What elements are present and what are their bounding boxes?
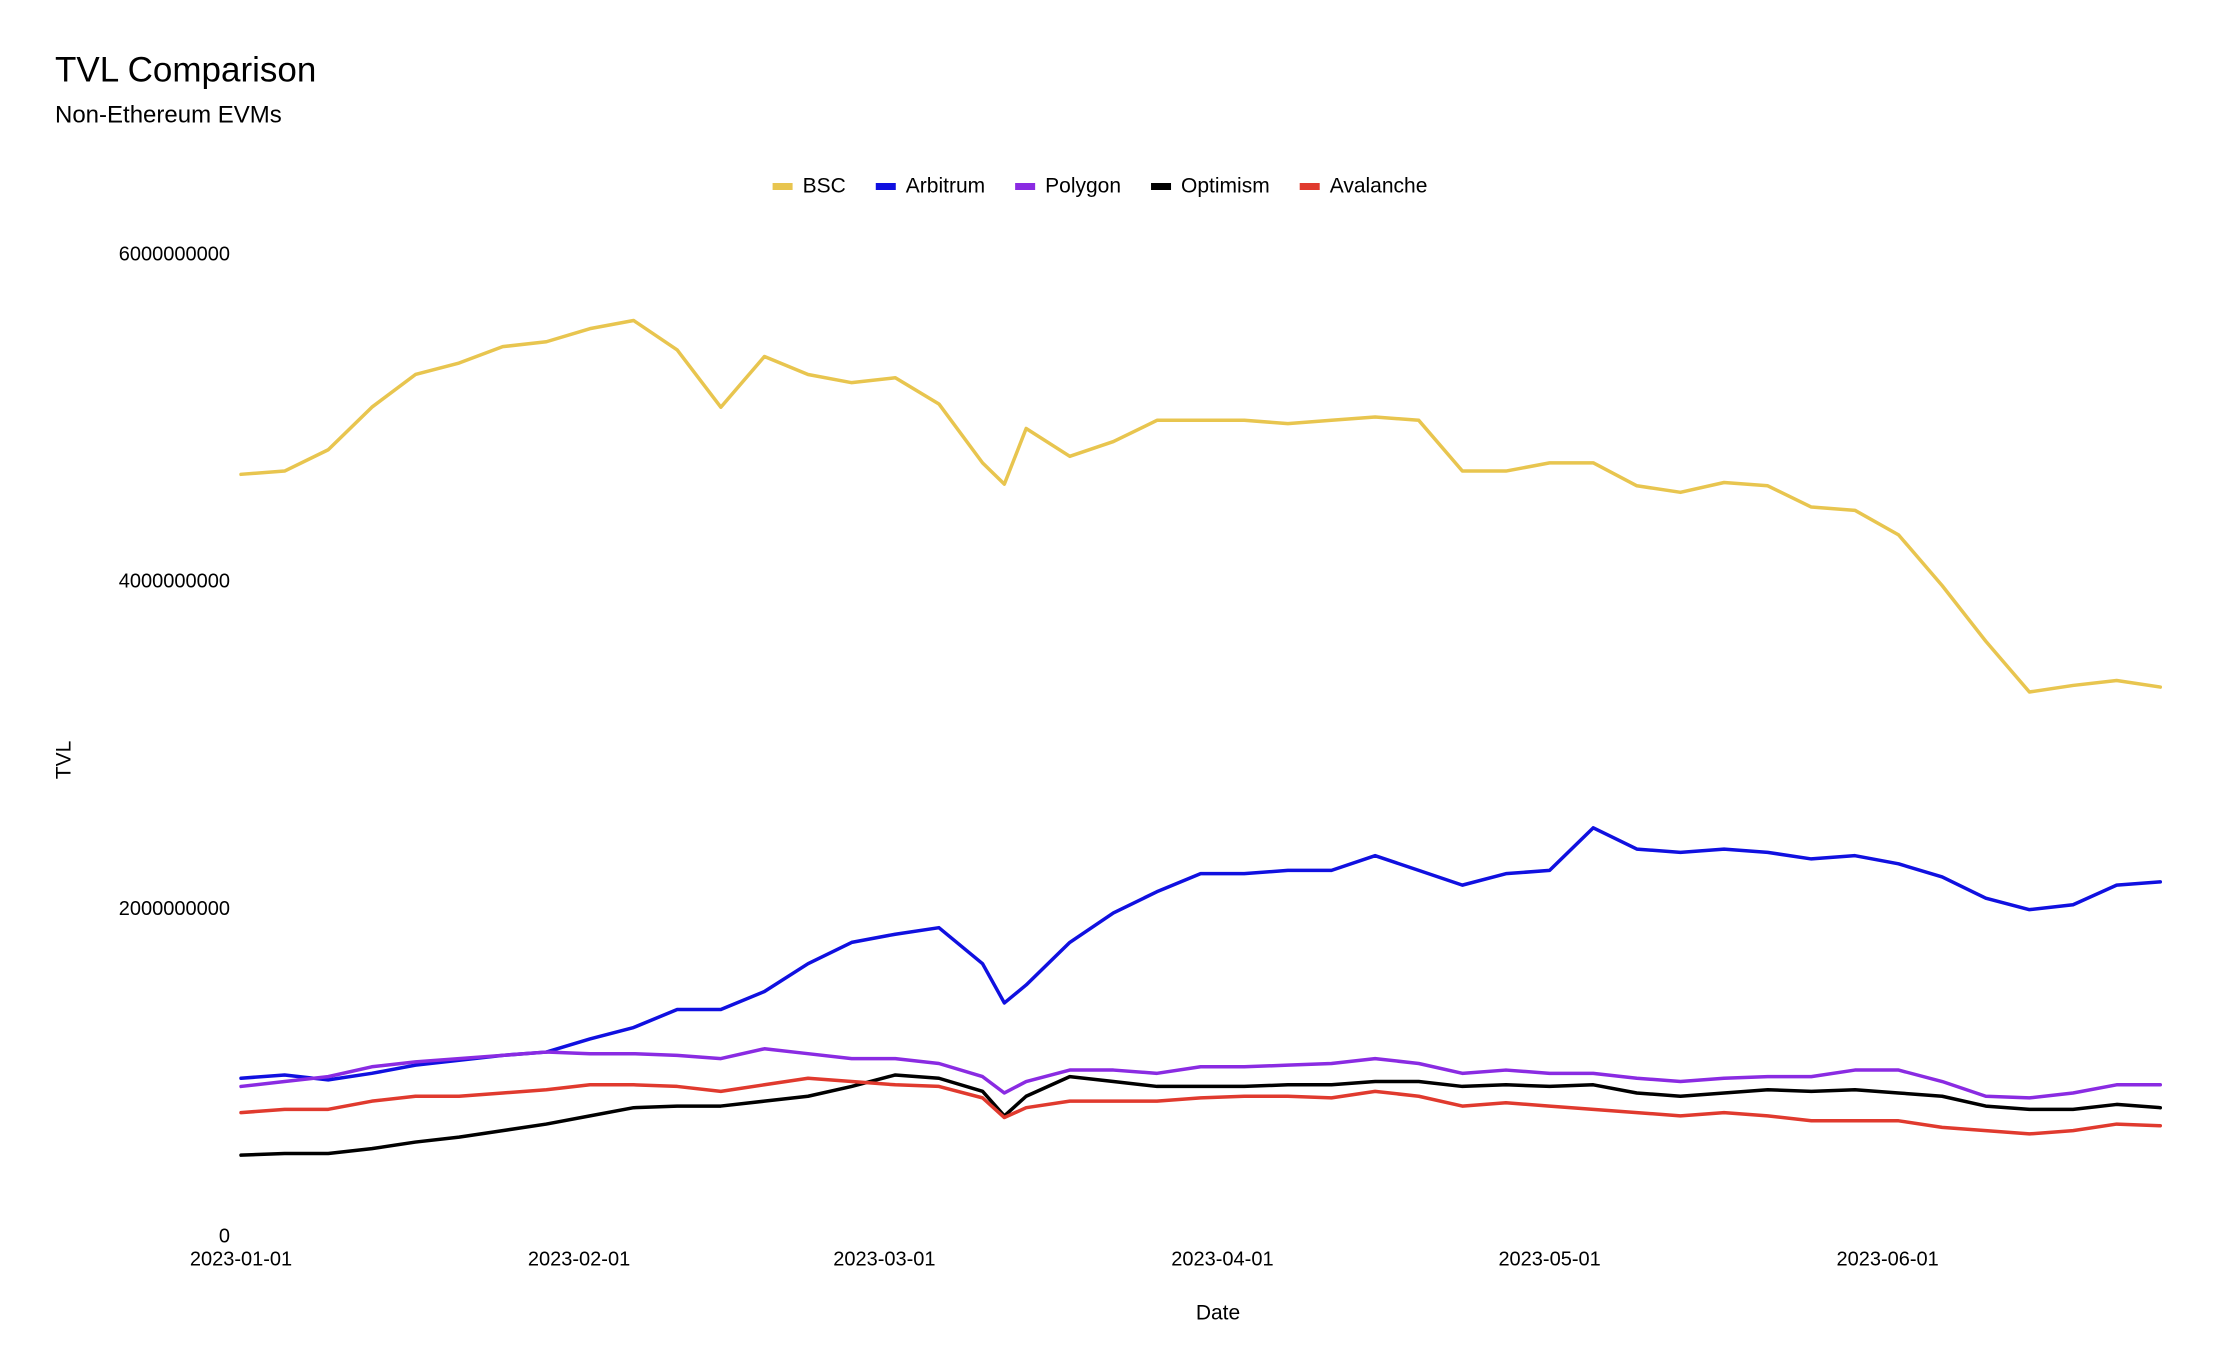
x-tick-label: 2023-06-01 (1837, 1248, 1939, 1270)
x-tick-label: 2023-03-01 (833, 1248, 935, 1270)
series-line (239, 1047, 2163, 1100)
series-line (239, 826, 2163, 1082)
chart-title: TVL Comparison (55, 50, 316, 89)
legend-label: Avalanche (1330, 175, 1428, 198)
x-tick-label: 2023-05-01 (1498, 1248, 1600, 1270)
chart-subtitle: Non-Ethereum EVMs (55, 101, 282, 128)
legend-label: Optimism (1181, 175, 1270, 198)
series-line (239, 1073, 2163, 1157)
y-tick-label: 4000000000 (119, 571, 230, 593)
legend-label: Polygon (1045, 175, 1121, 198)
y-tick-label: 2000000000 (119, 898, 230, 920)
y-axis-label: TVL (53, 741, 76, 780)
y-tick-label: 0 (219, 1225, 230, 1247)
legend: BSC Arbitrum Polygon Optimism Avalanche (772, 175, 1428, 198)
legend-label: BSC (803, 175, 846, 198)
legend-swatch (772, 183, 793, 190)
legend-swatch (1151, 183, 1172, 190)
x-tick-label: 2023-04-01 (1171, 1248, 1273, 1270)
x-tick-label: 2023-02-01 (528, 1248, 630, 1270)
legend-swatch (1299, 183, 1320, 190)
legend-swatch (875, 183, 896, 190)
legend-swatch (1015, 183, 1036, 190)
y-tick-label: 6000000000 (119, 243, 230, 265)
x-axis-label: Date (1196, 1302, 1240, 1325)
legend-label: Arbitrum (906, 175, 985, 198)
series-line (239, 1076, 2163, 1136)
x-tick-label: 2023-01-01 (190, 1248, 292, 1270)
series-line (239, 318, 2163, 694)
